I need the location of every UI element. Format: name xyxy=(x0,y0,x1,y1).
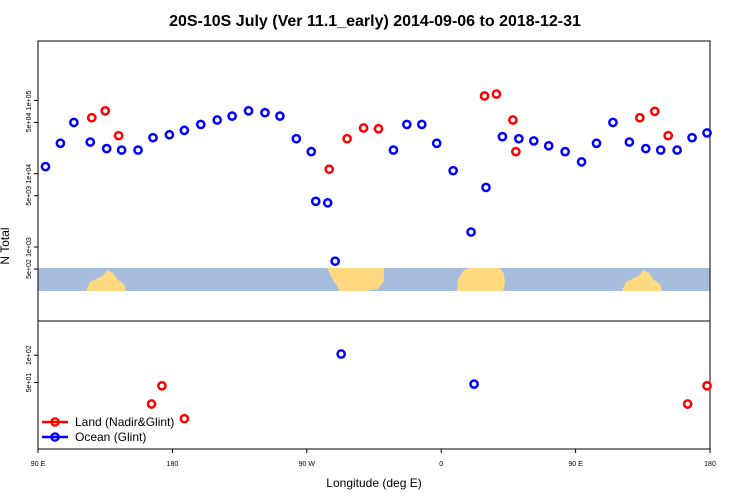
land-africa xyxy=(457,268,505,291)
land-point xyxy=(634,112,645,123)
lower_panel-tick-label: 1e+02 xyxy=(26,345,33,365)
ocean-point xyxy=(85,137,96,147)
legend: Land (Nadir&Glint) Ocean (Glint) xyxy=(42,415,174,444)
ocean-point xyxy=(543,140,554,151)
land-australia-left xyxy=(86,270,126,291)
ocean-point xyxy=(497,131,508,142)
y-axis: 1e+05 5e+04 1e+04 5e+03 1e+03 5e+02 1e+02 5e+01 xyxy=(26,90,38,392)
legend-ocean-label: Ocean (Glint) xyxy=(75,430,146,444)
ocean-point xyxy=(672,145,682,155)
ocean-point xyxy=(133,145,143,155)
ocean-point-lower xyxy=(336,349,346,359)
ocean-point xyxy=(322,198,333,208)
legend-land-label: Land (Nadir&Glint) xyxy=(75,415,174,429)
ocean-point xyxy=(55,138,66,149)
land-point xyxy=(663,130,674,141)
upper_panel-tick-label: 1e+03 xyxy=(26,237,33,257)
ocean-point xyxy=(164,129,175,140)
ocean-point xyxy=(431,138,442,149)
ocean-point xyxy=(68,117,79,128)
ocean-point xyxy=(291,133,302,144)
land-point xyxy=(479,91,490,101)
ocean-point xyxy=(402,119,412,130)
upper_panel-tick-label: 1e+04 xyxy=(26,164,33,184)
land-point xyxy=(491,89,502,99)
ocean-point xyxy=(466,227,476,237)
legend-ocean-marker xyxy=(50,432,60,442)
land-point xyxy=(100,106,111,116)
ocean-point xyxy=(416,119,427,130)
ocean-point-lower xyxy=(469,379,479,389)
land-australia-right xyxy=(622,270,662,291)
upper_panel-tick-label: 5e+04 xyxy=(26,113,33,133)
ocean-point xyxy=(591,138,602,149)
ocean-point xyxy=(101,143,112,154)
ocean-point xyxy=(640,143,651,154)
land-point-lower xyxy=(157,380,167,391)
x-tick-label: 90 W xyxy=(299,461,316,468)
legend-land-marker xyxy=(50,417,60,427)
x-tick-label: 0 xyxy=(439,461,443,468)
land-point xyxy=(324,164,335,175)
land-point xyxy=(511,146,521,157)
ocean-point xyxy=(212,115,223,125)
ocean-point xyxy=(310,196,321,207)
ocean-point xyxy=(528,136,539,146)
upper_panel-tick-label: 1e+05 xyxy=(26,90,33,110)
land-point xyxy=(649,106,660,117)
land-point-lower xyxy=(682,399,693,409)
ocean-point xyxy=(227,111,237,121)
land-point-lower xyxy=(702,380,712,391)
ocean-point xyxy=(687,132,697,143)
ocean-point xyxy=(148,132,158,143)
ocean-point xyxy=(514,133,524,144)
x-tick-label: 90 E xyxy=(568,461,583,468)
ocean-point xyxy=(608,117,618,128)
land-point xyxy=(373,123,384,134)
x-tick-label: 90 E xyxy=(31,461,46,468)
ocean-point xyxy=(481,182,491,193)
land-south-america xyxy=(327,268,384,291)
ocean-point xyxy=(655,145,666,155)
ocean-point xyxy=(388,145,399,155)
ocean-point xyxy=(448,165,458,176)
lower_panel-tick-label: 5e+01 xyxy=(26,373,33,393)
ocean-point xyxy=(195,119,206,130)
ocean-point xyxy=(330,256,341,267)
x-tick-label: 180 xyxy=(167,461,179,468)
ocean-point xyxy=(702,128,712,138)
ocean-point xyxy=(116,145,127,155)
land-point xyxy=(342,133,352,144)
ocean-point xyxy=(576,157,587,167)
ocean-point xyxy=(260,107,270,118)
land-point xyxy=(113,130,124,141)
land-point xyxy=(86,112,97,123)
data-points xyxy=(40,89,712,424)
ocean-point xyxy=(624,137,635,147)
x-axis: 90 E 180 90 W 0 90 E 180 xyxy=(31,449,716,468)
ocean-point xyxy=(243,106,254,116)
ocean-point xyxy=(275,111,285,121)
upper_panel-tick-label: 5e+03 xyxy=(26,186,33,206)
upper_panel-tick-label: 5e+02 xyxy=(26,259,33,279)
land-point-lower xyxy=(179,413,190,424)
land-point xyxy=(358,123,369,133)
land-point xyxy=(508,115,518,125)
ocean-point xyxy=(560,146,570,157)
y-axis-title: N Total xyxy=(0,227,12,264)
x-axis-title: Longitude (deg E) xyxy=(326,476,421,490)
land-point-lower xyxy=(146,399,157,409)
ocean-point xyxy=(306,146,317,157)
x-tick-label: 180 xyxy=(704,461,716,468)
ocean-point xyxy=(40,161,51,172)
ocean-point xyxy=(179,125,190,136)
chart-title: 20S-10S July (Ver 11.1_early) 2014-09-06… xyxy=(169,13,581,30)
background-map xyxy=(38,268,710,291)
